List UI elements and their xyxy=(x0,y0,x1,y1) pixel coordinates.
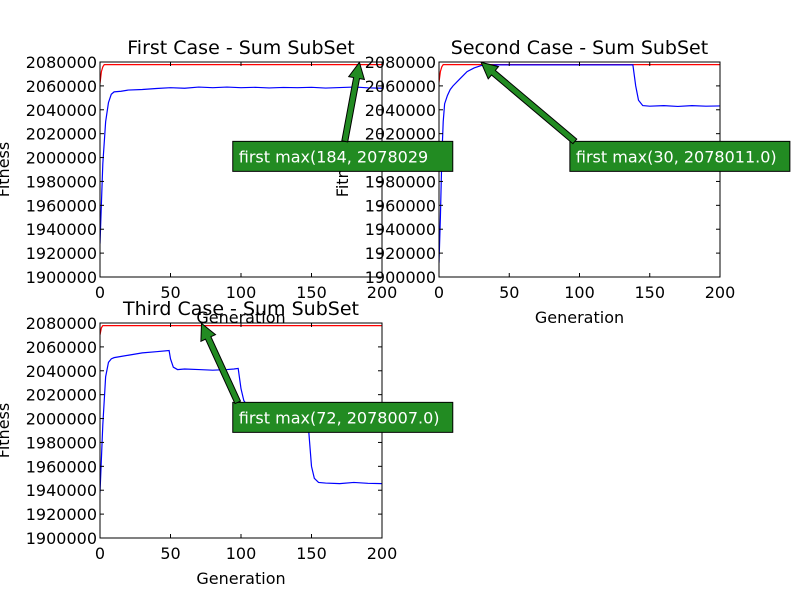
chart-title: Second Case - Sum SubSet xyxy=(451,37,708,59)
annotation-box xyxy=(569,140,791,172)
y-tick-label: 1960000 xyxy=(365,196,436,215)
y-tick-label: 1940000 xyxy=(26,481,97,500)
y-tick-label: 2040000 xyxy=(26,101,97,120)
x-tick-label: 150 xyxy=(634,283,665,302)
y-tick-label: 2020000 xyxy=(26,386,97,405)
annotation-label: first max(30, 2078011.0) xyxy=(576,147,777,166)
y-tick-label: 1920000 xyxy=(365,244,436,263)
y-tick-label: 1940000 xyxy=(365,220,436,239)
x-tick-label: 0 xyxy=(434,283,444,302)
y-tick-label: 2080000 xyxy=(26,53,97,72)
y-tick-label: 1960000 xyxy=(26,196,97,215)
chart-title: Third Case - Sum SubSet xyxy=(122,298,359,320)
subplot-2: 0 50 100 150 2001900000192000019400001960000… xyxy=(333,37,735,327)
x-tick-label: 150 xyxy=(296,283,327,302)
annotation-arrow xyxy=(480,61,578,145)
annotation-box xyxy=(232,401,454,433)
y-tick-label: 2000000 xyxy=(26,410,97,429)
x-tick-label: 200 xyxy=(705,283,736,302)
series-line-1 xyxy=(100,64,382,84)
series-line-2 xyxy=(100,349,382,493)
y-tick-label: 2020000 xyxy=(365,125,436,144)
y-tick-label: 2040000 xyxy=(26,362,97,381)
y-axis-label: Fitness xyxy=(0,142,13,197)
x-tick-label: 100 xyxy=(226,283,257,302)
x-axis-label: Generation xyxy=(196,569,285,588)
x-axis-label: Generation xyxy=(196,308,285,327)
x-axis-label: Generation xyxy=(535,308,624,327)
x-tick-label: 200 xyxy=(367,283,398,302)
series-line-1 xyxy=(100,325,382,336)
y-tick-label: 1900000 xyxy=(365,268,436,287)
subplot-3: 0 50 100 150 200 1900000 1920000 1940000 1960000… xyxy=(0,298,397,588)
annotation-label: first max(72, 2078007.0) xyxy=(239,408,440,427)
annotation-3: first max(72, 2078007.0) xyxy=(200,322,454,433)
y-tick-label: 2060000 xyxy=(26,338,97,357)
series-line-2 xyxy=(100,86,382,244)
x-tick-label: 150 xyxy=(296,544,327,563)
y-tick-label: 1900000 xyxy=(26,268,97,287)
y-tick-label: 2040000 xyxy=(365,101,436,120)
y-tick-label: 1960000 xyxy=(26,457,97,476)
annotation-2: first max(30, 2078011.0) xyxy=(480,61,791,172)
y-tick-label: 2060000 xyxy=(26,77,97,96)
x-tick-label: 100 xyxy=(226,544,257,563)
y-axis-label: Fitness xyxy=(0,403,13,458)
annotation-box xyxy=(232,140,454,172)
y-tick-label: 1920000 xyxy=(26,244,97,263)
y-tick-label: 2080000 xyxy=(26,314,97,333)
x-tick-label: 0 xyxy=(95,283,105,302)
y-tick-label: 1980000 xyxy=(26,172,97,191)
y-tick-label: 1980000 xyxy=(26,433,97,452)
annotation-label: first max(184, 2078029 xyxy=(239,147,428,166)
y-tick-label: 1980000 xyxy=(365,172,436,191)
y-tick-label: 1920000 xyxy=(26,505,97,524)
chart-title: First Case - Sum SubSet xyxy=(127,37,354,59)
y-tick-label: 2020000 xyxy=(26,125,97,144)
x-tick-label: 50 xyxy=(499,283,519,302)
y-tick-label: 2000000 xyxy=(26,149,97,168)
y-tick-label: 2080000 xyxy=(365,53,436,72)
annotation-1: first max(184, 2078029 xyxy=(232,61,454,172)
annotation-arrow xyxy=(200,322,242,405)
x-tick-label: 0 xyxy=(95,544,105,563)
x-tick-label: 100 xyxy=(564,283,595,302)
x-tick-label: 50 xyxy=(160,283,180,302)
annotation-arrow xyxy=(341,61,366,143)
y-tick-label: 1900000 xyxy=(26,529,97,548)
x-tick-label: 200 xyxy=(367,544,398,563)
x-tick-label: 50 xyxy=(160,544,180,563)
y-tick-label: 2060000 xyxy=(365,77,436,96)
y-tick-label: 1940000 xyxy=(26,220,97,239)
